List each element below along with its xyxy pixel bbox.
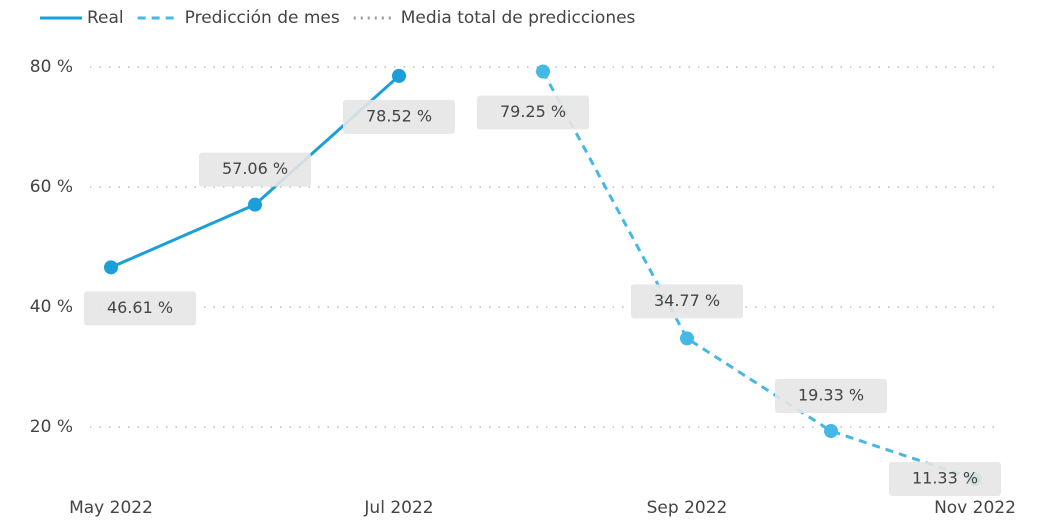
y-tick-label: 20 %	[30, 417, 73, 437]
data-label: 57.06 %	[222, 159, 288, 178]
legend-label: Real	[87, 8, 124, 28]
data-label-bg	[343, 99, 455, 134]
data-point	[392, 68, 406, 83]
legend-label: Media total de predicciones	[401, 8, 636, 28]
data-label-bg	[889, 462, 1001, 497]
data-label: 79.25 %	[500, 102, 566, 121]
x-tick-label: Nov 2022	[934, 498, 1016, 518]
x-tick-label: May 2022	[69, 498, 153, 518]
data-label-bg	[199, 152, 311, 187]
data-label: 46.61 %	[107, 298, 173, 317]
data-label: 34.77 %	[654, 291, 720, 310]
data-label: 11.33 %	[912, 469, 978, 488]
data-point	[536, 64, 550, 79]
x-tick-label: Sep 2022	[647, 498, 728, 518]
data-point	[248, 197, 262, 212]
data-label-bg	[84, 291, 196, 326]
data-point	[680, 331, 694, 346]
legend-label: Predicción de mes	[185, 8, 340, 28]
series-line	[541, 70, 976, 481]
x-tick-label: Jul 2022	[363, 498, 433, 518]
data-point	[824, 424, 838, 439]
y-tick-label: 60 %	[30, 177, 73, 197]
data-label-bg	[775, 379, 887, 414]
data-label-bg	[477, 95, 589, 130]
data-label: 78.52 %	[366, 106, 432, 125]
data-label-bg	[631, 284, 743, 319]
data-point	[104, 260, 118, 275]
y-tick-label: 80 %	[30, 57, 73, 77]
data-label: 19.33 %	[798, 386, 864, 405]
y-tick-label: 40 %	[30, 297, 73, 317]
